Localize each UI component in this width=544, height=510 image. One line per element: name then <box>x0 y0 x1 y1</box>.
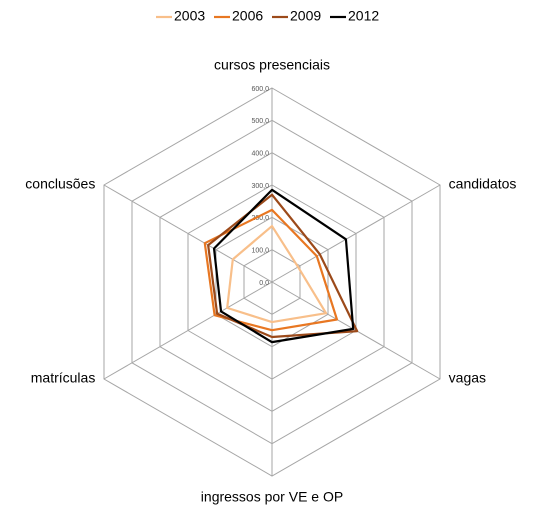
spoke <box>271 184 441 283</box>
series-line <box>207 193 359 339</box>
category-label: ingressos por VE e OP <box>201 489 343 505</box>
spoke <box>103 184 273 283</box>
series-line <box>212 188 355 344</box>
category-label: conclusões <box>25 176 95 192</box>
tick-label: 200,0 <box>251 215 269 222</box>
category-label: vagas <box>449 370 486 386</box>
category-label: cursos presenciais <box>214 57 330 73</box>
legend-label: 2003 <box>174 8 205 24</box>
tick-label: 400,0 <box>251 151 269 158</box>
tick-label: 100,0 <box>251 248 269 255</box>
tick-label: 0,0 <box>259 280 269 287</box>
legend-label: 2009 <box>290 8 321 24</box>
tick-label: 300,0 <box>251 183 269 190</box>
series-line <box>203 208 339 332</box>
legend-label: 2012 <box>348 8 379 24</box>
category-label: matrículas <box>31 370 96 386</box>
legend-label: 2006 <box>232 8 263 24</box>
tick-label: 600,0 <box>251 86 269 93</box>
series-line <box>226 224 328 324</box>
category-label: candidatos <box>449 176 517 192</box>
tick-label: 500,0 <box>251 118 269 125</box>
spoke <box>103 281 273 380</box>
